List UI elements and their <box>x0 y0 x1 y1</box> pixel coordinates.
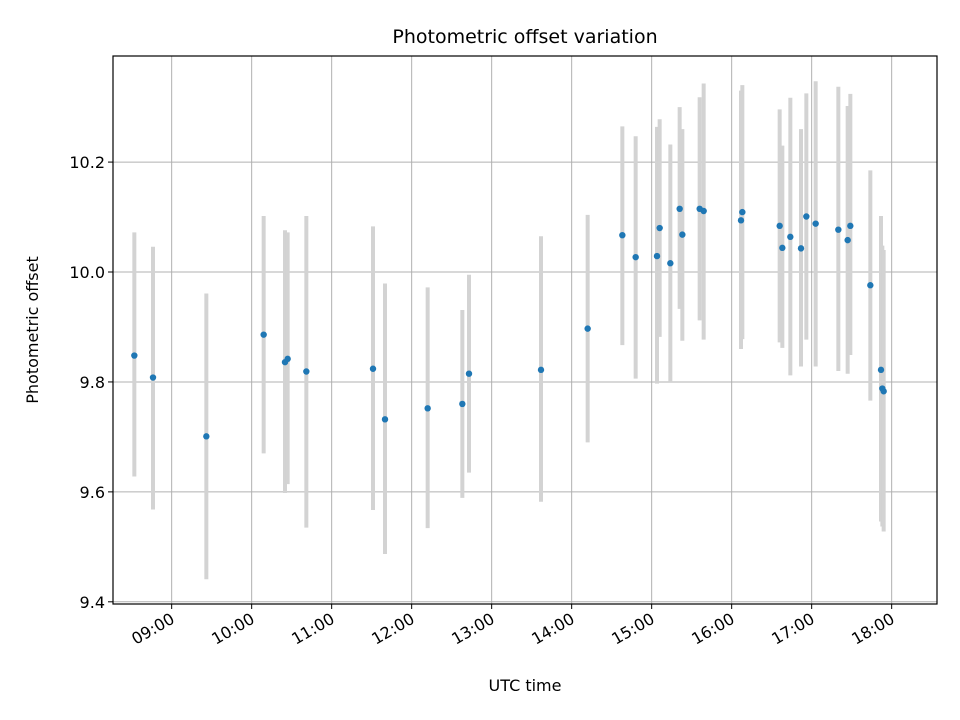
data-point <box>812 220 819 227</box>
data-point <box>835 226 842 233</box>
data-point <box>149 374 157 381</box>
data-point <box>619 231 626 239</box>
chart-title: Photometric offset variation <box>392 26 657 48</box>
y-axis-label: Photometric offset <box>23 256 42 404</box>
y-axis-ticks: 9.4 9.6 9.8 10.0 10.2 <box>69 153 113 612</box>
data-point <box>667 260 674 267</box>
data-point <box>459 400 466 408</box>
data-point <box>537 366 545 374</box>
data-point <box>779 244 786 252</box>
y-tick-label: 10.0 <box>69 263 105 282</box>
data-point <box>776 222 783 230</box>
data-point <box>877 366 885 374</box>
data-point <box>676 205 683 213</box>
data-point <box>424 405 431 412</box>
data-point <box>656 224 663 232</box>
data-point <box>880 388 887 395</box>
data-points <box>131 205 887 440</box>
data-point <box>739 208 746 216</box>
data-point <box>260 331 267 338</box>
data-point <box>203 433 210 440</box>
data-point <box>803 213 810 220</box>
y-tick-label: 10.2 <box>69 153 105 172</box>
data-point <box>369 365 377 372</box>
y-tick-label: 9.6 <box>80 483 105 502</box>
data-point <box>632 253 639 261</box>
data-point <box>653 252 661 260</box>
data-point <box>797 245 805 252</box>
data-point <box>844 236 851 244</box>
data-point <box>867 282 874 289</box>
data-point <box>679 231 686 238</box>
data-point <box>284 355 291 363</box>
y-tick-label: 9.4 <box>80 593 105 612</box>
data-point <box>381 416 389 423</box>
data-point <box>584 325 591 332</box>
data-point <box>303 368 310 375</box>
data-point <box>131 352 138 359</box>
data-point <box>737 217 745 224</box>
grid-lines <box>113 56 937 604</box>
data-point <box>787 233 794 241</box>
data-point <box>465 370 473 377</box>
data-point <box>847 222 854 230</box>
x-axis-label: UTC time <box>489 676 562 695</box>
y-tick-label: 9.8 <box>80 373 105 392</box>
plot-frame <box>112 55 938 605</box>
data-point <box>700 207 707 215</box>
